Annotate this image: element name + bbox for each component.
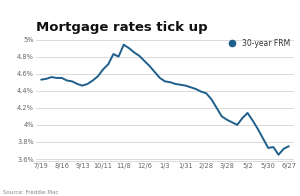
Legend: 30-year FRM: 30-year FRM <box>224 39 290 48</box>
Text: Source: Freddie Mac: Source: Freddie Mac <box>3 190 58 195</box>
Text: Mortgage rates tick up: Mortgage rates tick up <box>36 21 208 34</box>
